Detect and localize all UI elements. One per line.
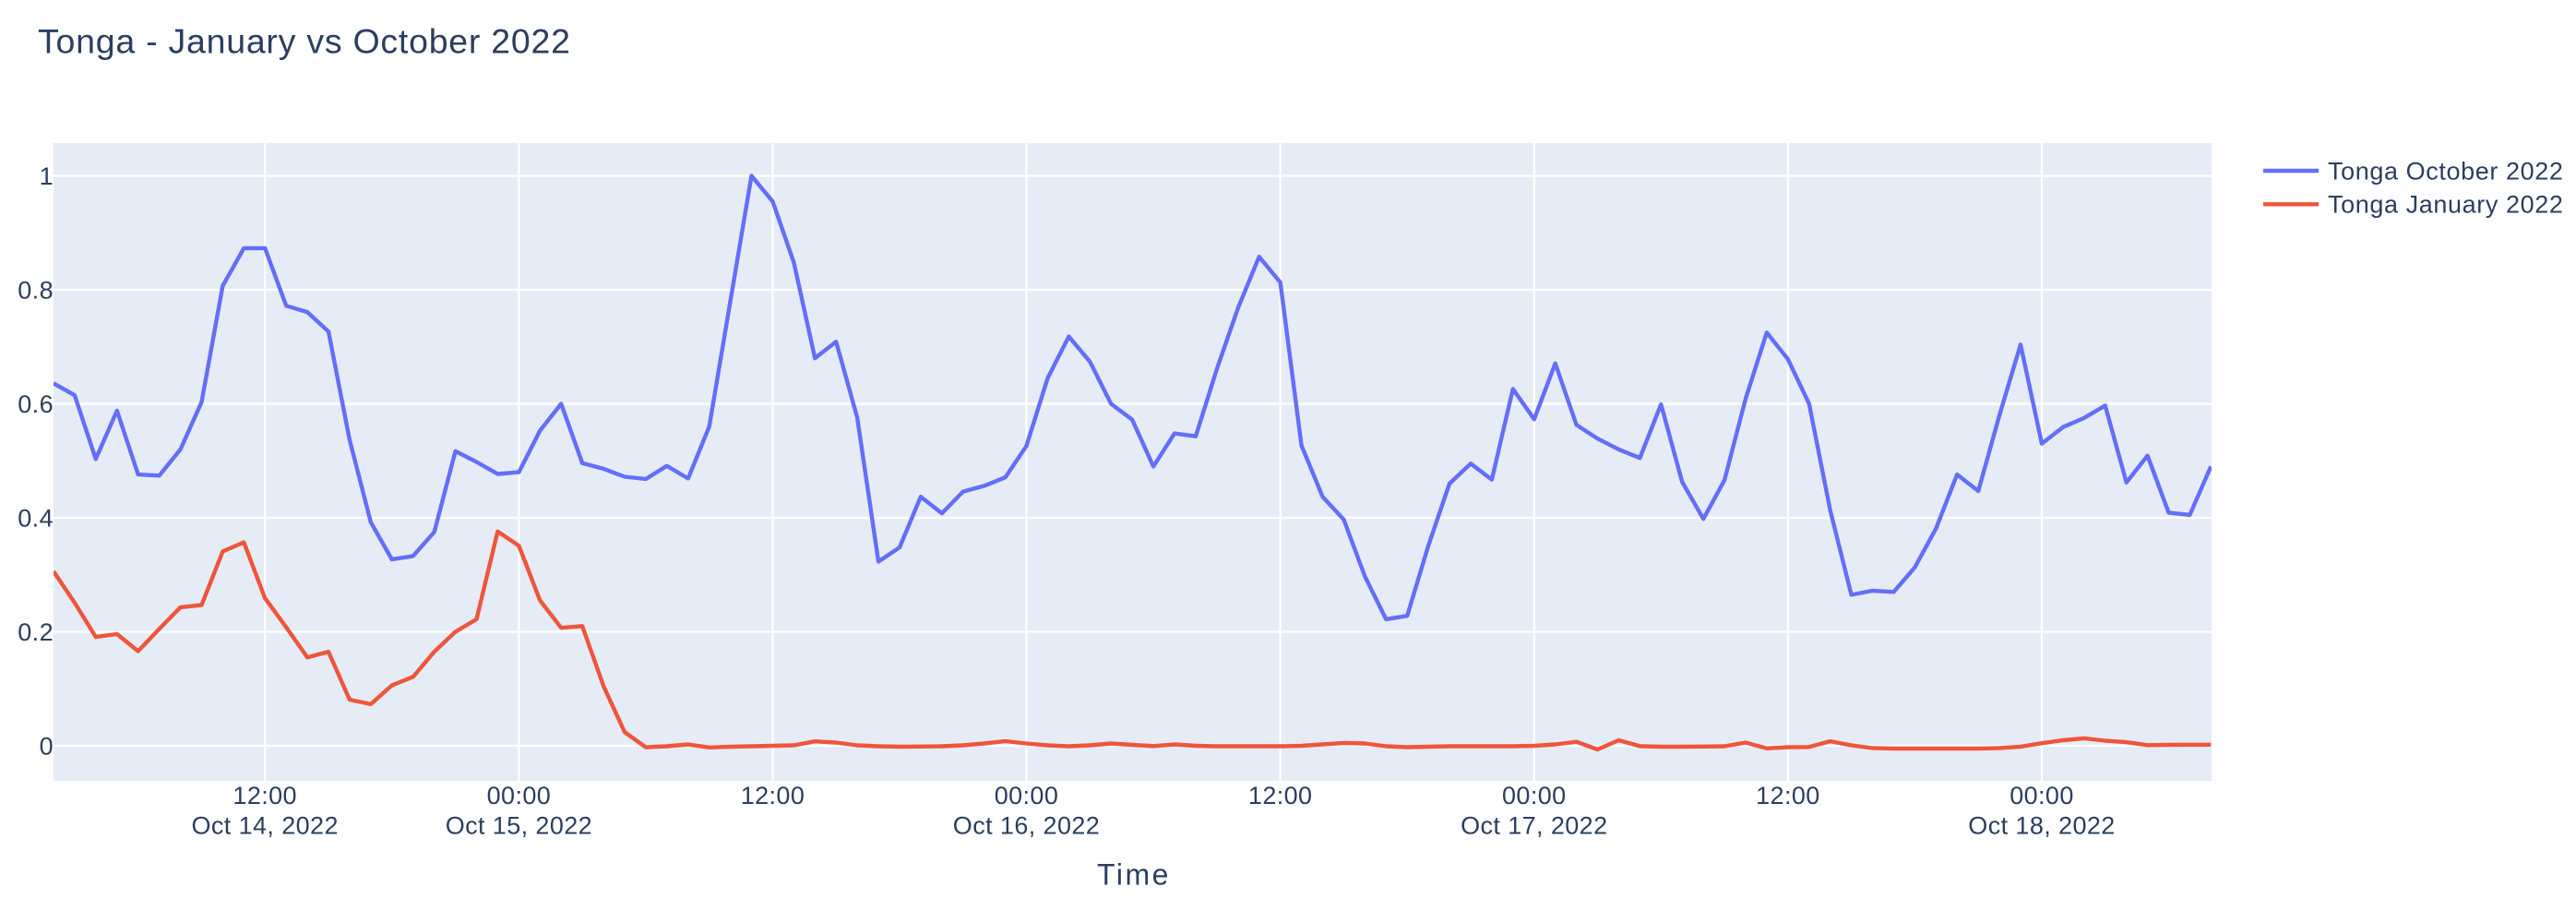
svg-text:12:00: 12:00 bbox=[1248, 782, 1313, 809]
svg-text:0.2: 0.2 bbox=[18, 618, 54, 646]
svg-text:00:00: 00:00 bbox=[995, 782, 1059, 809]
svg-text:Oct 18, 2022: Oct 18, 2022 bbox=[1968, 812, 2115, 840]
svg-text:00:00: 00:00 bbox=[487, 782, 552, 809]
svg-text:Oct 16, 2022: Oct 16, 2022 bbox=[953, 812, 1100, 840]
svg-text:Tonga - January vs October 202: Tonga - January vs October 2022 bbox=[38, 21, 571, 60]
svg-text:Tonga January 2022: Tonga January 2022 bbox=[2328, 191, 2564, 219]
svg-text:Oct 15, 2022: Oct 15, 2022 bbox=[446, 812, 592, 840]
svg-text:Tonga October 2022: Tonga October 2022 bbox=[2328, 157, 2563, 185]
svg-text:12:00: 12:00 bbox=[1756, 782, 1820, 809]
svg-text:12:00: 12:00 bbox=[233, 782, 297, 809]
svg-text:0.6: 0.6 bbox=[18, 390, 54, 418]
svg-text:12:00: 12:00 bbox=[741, 782, 805, 809]
svg-text:1: 1 bbox=[40, 162, 54, 190]
svg-text:0.8: 0.8 bbox=[18, 276, 54, 304]
svg-text:00:00: 00:00 bbox=[1502, 782, 1567, 809]
svg-text:Time: Time bbox=[1097, 858, 1171, 892]
svg-text:0.4: 0.4 bbox=[18, 504, 54, 532]
svg-text:Oct 14, 2022: Oct 14, 2022 bbox=[191, 812, 338, 840]
svg-text:00:00: 00:00 bbox=[2010, 782, 2074, 809]
svg-text:Oct 17, 2022: Oct 17, 2022 bbox=[1461, 812, 1607, 840]
svg-text:0: 0 bbox=[40, 732, 54, 760]
